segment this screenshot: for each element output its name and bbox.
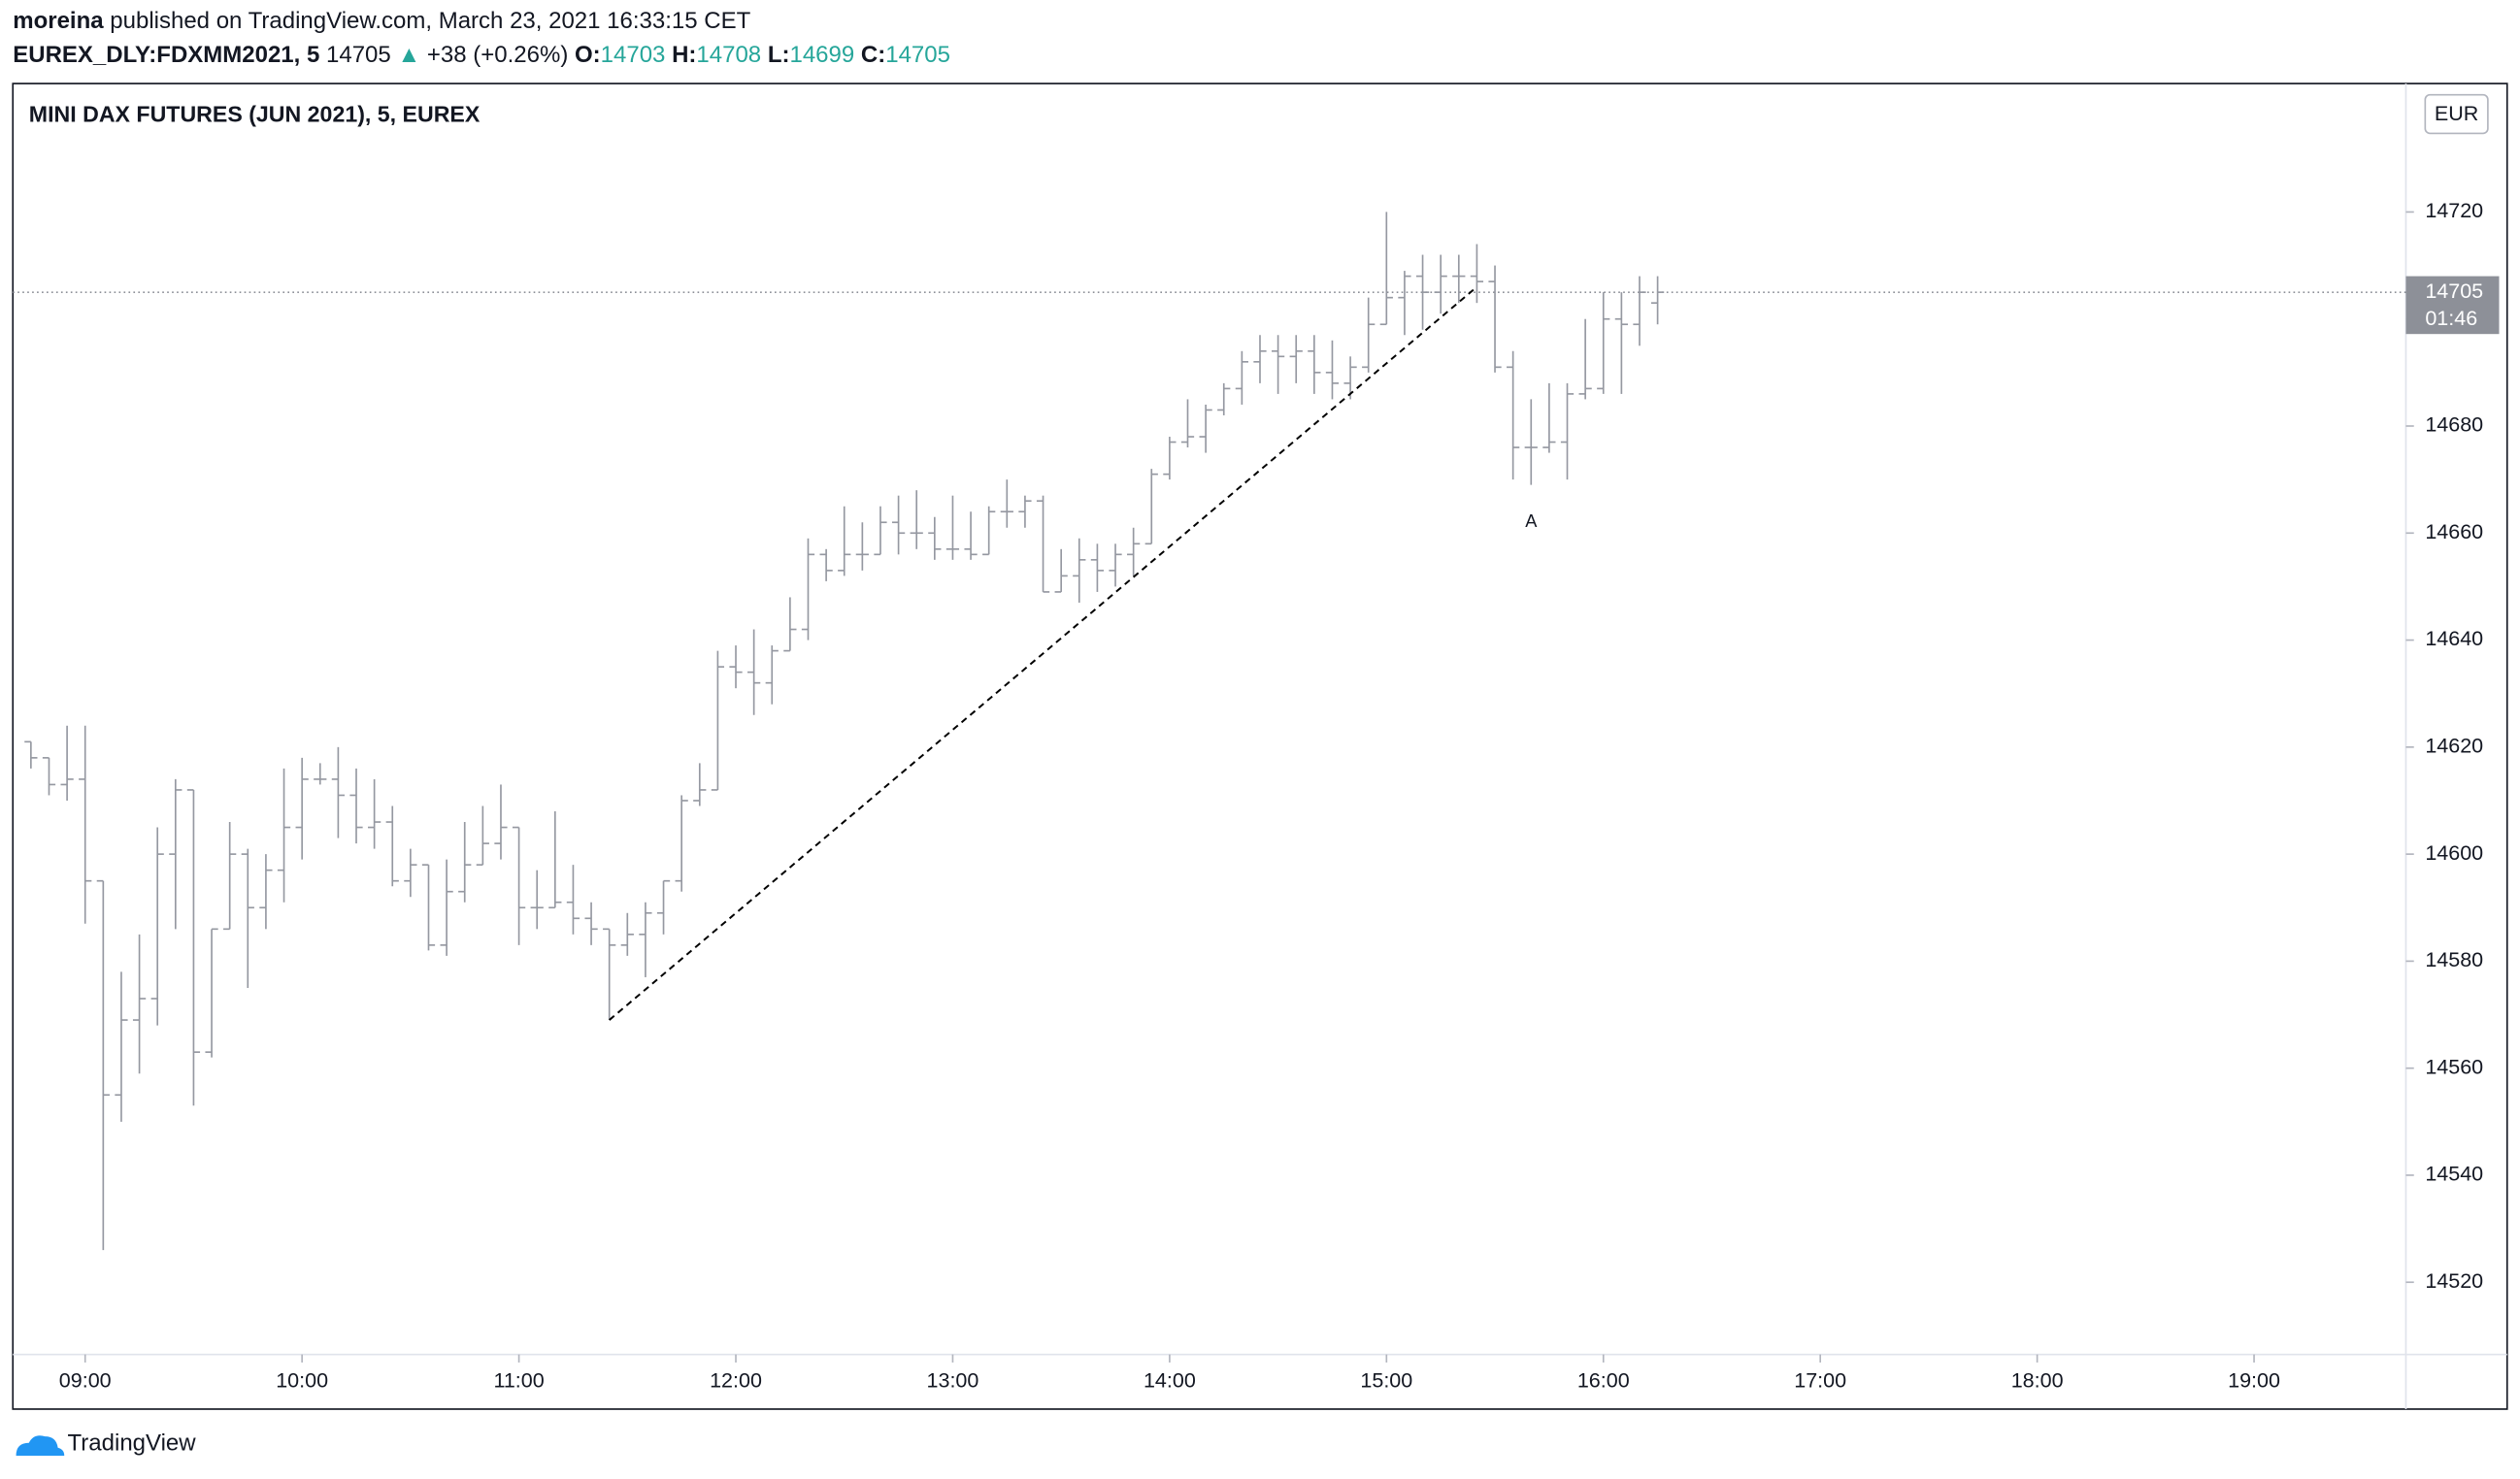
tradingview-logo: TradingView [16,1430,197,1457]
y-tick-label: 14600 [2425,841,2483,865]
y-tick-label: 14720 [2425,199,2483,222]
c-value: 14705 [885,42,950,68]
y-tick-label: 14640 [2425,627,2483,650]
y-tick-label: 14620 [2425,735,2483,758]
x-tick-label: 12:00 [710,1369,762,1393]
x-tick-label: 15:00 [1360,1369,1412,1393]
y-tick-label: 14680 [2425,413,2483,437]
l-label: L: [768,42,790,68]
header-line-2: EUREX_DLY:FDXMM2021, 5 14705 ▲ +38 (+0.2… [13,42,950,68]
y-tick-label: 14540 [2425,1163,2483,1186]
h-label: H: [672,42,696,68]
chart-frame [12,82,2508,1410]
x-tick-label: 14:00 [1144,1369,1196,1393]
c-label: C: [861,42,885,68]
author: moreina [13,9,104,35]
y-tick-label: 14560 [2425,1055,2483,1078]
last: 14705 [326,42,391,68]
x-tick-label: 17:00 [1794,1369,1846,1393]
x-tick-label: 16:00 [1577,1369,1630,1393]
l-value: 14699 [789,42,854,68]
last-price-label: 14705 [2425,279,2483,303]
h-value: 14708 [696,42,761,68]
arrow: ▲ [397,42,420,68]
x-tick-label: 18:00 [2011,1369,2064,1393]
y-tick-label: 14580 [2425,948,2483,971]
o-label: O: [575,42,601,68]
trendline [609,285,1478,1021]
header-line-1: moreina published on TradingView.com, Ma… [13,9,750,35]
annotation: A [1525,511,1538,531]
o-value: 14703 [601,42,666,68]
x-tick-label: 13:00 [927,1369,979,1393]
y-tick-label: 14520 [2425,1269,2483,1293]
last-price-box [2405,276,2500,335]
chart-title: MINI DAX FUTURES (JUN 2021), 5, EUREX [29,101,481,126]
symbol: EUREX_DLY:FDXMM2021, 5 [13,42,319,68]
countdown: 01:46 [2425,307,2477,330]
currency-box[interactable] [2424,93,2489,135]
x-tick-label: 19:00 [2228,1369,2280,1393]
change: +38 (+0.26%) [427,42,568,68]
currency[interactable]: EUR [2435,102,2478,125]
logo-cloud [16,1435,65,1456]
x-tick-label: 09:00 [59,1369,112,1393]
y-tick-label: 14660 [2425,520,2483,543]
published: published on TradingView.com, March 23, … [110,9,750,35]
x-tick-label: 10:00 [276,1369,328,1393]
x-tick-label: 11:00 [493,1369,544,1393]
brand: TradingView [68,1430,197,1457]
